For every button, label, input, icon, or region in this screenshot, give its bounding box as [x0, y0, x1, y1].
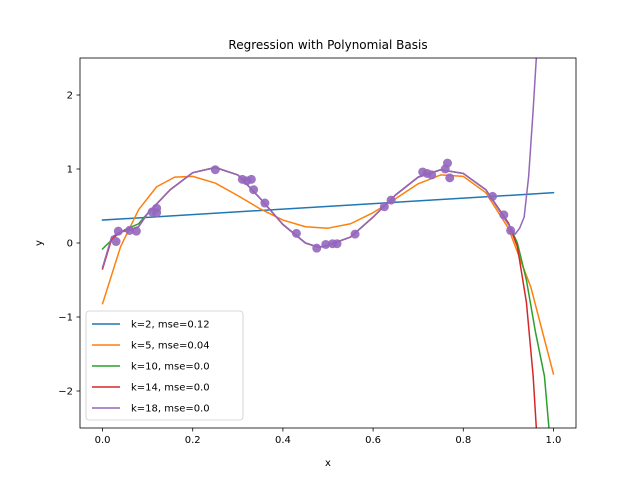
x-axis-ticks: 0.0 0.2 0.4 0.6 0.8 1.0	[95, 428, 562, 446]
legend-label: k=10, mse=0.0	[131, 362, 210, 373]
legend-label: k=2, mse=0.12	[131, 320, 210, 331]
scatter-point	[442, 158, 452, 168]
scatter-point	[312, 243, 322, 253]
scatter-point	[386, 195, 396, 205]
plot-area	[79, 57, 577, 429]
y-tick-label: 1	[67, 165, 73, 176]
scatter-point	[445, 173, 455, 183]
scatter-point	[125, 225, 135, 235]
x-tick-label: 0.0	[95, 435, 111, 446]
scatter-point	[427, 170, 437, 180]
scatter-layer	[111, 158, 516, 253]
x-tick-label: 0.8	[455, 435, 471, 446]
y-tick-label: 0	[67, 239, 73, 250]
x-tick-label: 0.2	[185, 435, 201, 446]
scatter-point	[249, 185, 259, 195]
x-tick-label: 1.0	[546, 435, 562, 446]
scatter-point	[210, 165, 220, 175]
scatter-point	[488, 191, 498, 201]
scatter-point	[506, 225, 516, 235]
x-axis-label: x	[325, 458, 331, 469]
legend-box	[85, 310, 244, 421]
scatter-point	[152, 208, 162, 218]
legend-label: k=18, mse=0.0	[131, 404, 210, 415]
scatter-point	[131, 226, 141, 236]
x-tick-label: 0.6	[365, 435, 381, 446]
scatter-point	[260, 198, 270, 208]
scatter-point	[111, 237, 121, 247]
legend: k=2, mse=0.12 k=5, mse=0.04 k=10, mse=0.0 k…	[85, 310, 244, 421]
scatter-point	[499, 210, 509, 220]
series-line-2	[101, 174, 555, 375]
series-line-1	[101, 191, 555, 221]
scatter-point	[113, 226, 123, 236]
legend-label: k=5, mse=0.04	[131, 341, 210, 352]
scatter-point	[321, 239, 331, 249]
scatter-point	[291, 228, 301, 238]
y-axis-ticks: −2 −1 0 1 2	[58, 91, 80, 398]
y-axis-label: y	[34, 240, 45, 246]
scatter-point	[246, 174, 256, 184]
scatter-point	[332, 239, 342, 249]
x-tick-label: 0.4	[275, 435, 291, 446]
scatter-point	[350, 229, 360, 239]
y-tick-label: −2	[58, 387, 73, 398]
scatter-point	[379, 202, 389, 212]
chart-title: Regression with Polynomial Basis	[228, 38, 427, 52]
y-tick-label: 2	[67, 91, 73, 102]
y-tick-label: −1	[58, 313, 73, 324]
legend-label: k=14, mse=0.0	[131, 383, 210, 394]
